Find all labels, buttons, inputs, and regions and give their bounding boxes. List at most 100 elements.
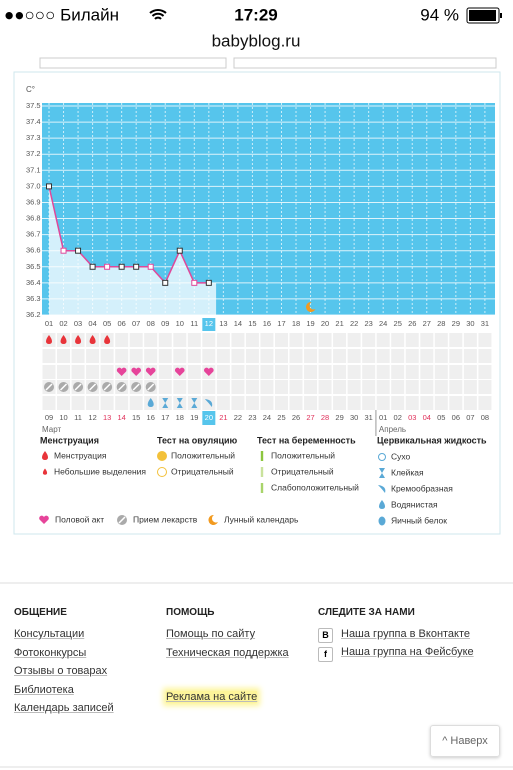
temperature-point <box>133 263 140 270</box>
cycle-day: 23 <box>364 319 372 328</box>
cell <box>318 333 332 347</box>
cycle-day: 10 <box>176 319 184 328</box>
footer-link[interactable]: Фотоконкурсы <box>14 646 87 659</box>
legend-label: Половой акт <box>55 514 104 524</box>
cell <box>202 349 216 363</box>
cell <box>333 365 347 379</box>
temperature-point <box>205 279 212 286</box>
footer-link[interactable]: Отзывы о товарах <box>14 665 108 677</box>
temperature-point <box>191 279 198 286</box>
cell <box>260 365 274 379</box>
cell <box>158 333 172 347</box>
bar-icon <box>260 451 264 461</box>
date: 04 <box>423 413 431 422</box>
legend-label: Отрицательный <box>271 466 334 476</box>
cell <box>202 380 216 394</box>
cell <box>115 396 129 410</box>
cell <box>449 380 463 394</box>
cell <box>274 365 288 379</box>
cell <box>478 396 492 410</box>
legend-heading: Цервикальная жидкость <box>377 435 487 445</box>
footer-link[interactable]: Наша группа на Фейсбуке <box>341 646 474 658</box>
creamy-icon <box>378 485 386 493</box>
date: 09 <box>45 413 53 422</box>
pill-slash <box>147 383 155 391</box>
legend-label: Небольшие выделения <box>54 466 146 476</box>
cell <box>463 365 477 379</box>
drop-icon <box>379 500 385 509</box>
heart-icon <box>39 515 49 524</box>
drop-icon <box>42 468 48 475</box>
footer-link[interactable]: Наша группа в Вконтакте <box>341 628 471 640</box>
legend-label: Сухо <box>391 451 411 461</box>
cell <box>86 365 100 379</box>
cell <box>173 396 187 410</box>
cell <box>158 365 172 379</box>
cell <box>420 396 434 410</box>
cell <box>304 349 318 363</box>
y-tick-label: 37.1 <box>26 165 41 174</box>
cell <box>391 380 405 394</box>
hourglass-icon <box>379 468 385 478</box>
date: 13 <box>103 413 111 422</box>
cell <box>376 396 390 410</box>
heart-icon <box>174 367 185 376</box>
url: babyblog.ru <box>212 31 301 50</box>
clock: 17:29 <box>234 5 277 24</box>
legend-label: Прием лекарств <box>133 514 198 524</box>
cell <box>216 380 230 394</box>
cell <box>463 333 477 347</box>
drop-icon <box>60 335 67 344</box>
cycle-day: 31 <box>481 319 489 328</box>
top-button[interactable]: ^ Наверх <box>430 725 500 757</box>
cell <box>405 380 419 394</box>
dry-icon <box>378 453 386 461</box>
y-tick-label: 37.5 <box>26 101 41 110</box>
heart-icon <box>204 367 214 376</box>
legend-label: Кремообразная <box>391 483 453 493</box>
temperature-point <box>104 263 111 270</box>
cycle-day: 27 <box>423 319 431 328</box>
cell <box>202 333 216 347</box>
bar-icon <box>260 483 264 493</box>
cycle-day: 30 <box>466 319 474 328</box>
battery <box>466 7 500 24</box>
cell <box>100 349 114 363</box>
y-tick-label: 36.6 <box>26 246 41 255</box>
cycle-day: 08 <box>147 319 155 328</box>
cell <box>376 333 390 347</box>
pill-slash <box>74 383 82 391</box>
y-tick-label: 36.7 <box>26 230 41 239</box>
date: 18 <box>176 413 184 422</box>
legend-label: Положительный <box>271 450 335 460</box>
cell <box>478 365 492 379</box>
legend-label: Положительный <box>171 450 235 460</box>
cycle-day: 05 <box>103 319 111 328</box>
date: 11 <box>74 413 82 422</box>
date: 26 <box>292 413 300 422</box>
footer-link[interactable]: Календарь записей <box>14 702 114 714</box>
y-tick-label: 37.3 <box>26 133 41 142</box>
cell <box>231 349 245 363</box>
cell <box>362 396 376 410</box>
date: 16 <box>147 413 155 422</box>
cell <box>391 365 405 379</box>
cell <box>391 333 405 347</box>
date: 21 <box>219 413 227 422</box>
date: 15 <box>132 413 140 422</box>
footer-link[interactable]: Консультации <box>14 628 85 640</box>
temperature-point <box>118 263 125 270</box>
cycle-day: 09 <box>161 319 169 328</box>
footer-heading: ОБЩЕНИЕ <box>14 607 67 618</box>
y-tick-label: 37.0 <box>26 181 41 190</box>
footer-link[interactable]: Помощь по сайту <box>166 628 256 640</box>
cell <box>231 396 245 410</box>
cell <box>405 396 419 410</box>
cell <box>463 349 477 363</box>
input-box <box>39 57 227 69</box>
cell <box>71 396 85 410</box>
footer-link[interactable]: Реклама на сайте <box>166 691 258 703</box>
cycle-day: 21 <box>335 319 343 328</box>
footer-link[interactable]: Библиотека <box>14 683 74 696</box>
footer-link[interactable]: Техническая поддержка <box>166 646 289 659</box>
